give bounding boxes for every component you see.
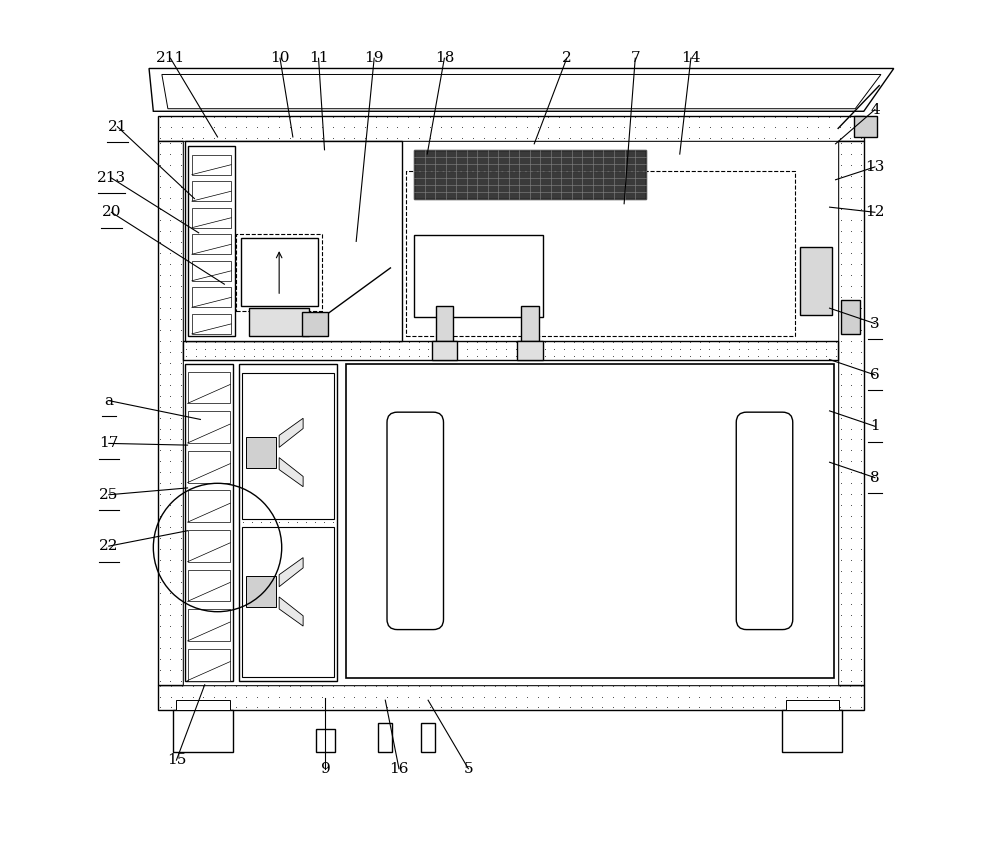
Bar (188, 570, 230, 601)
Bar (158, 141, 183, 685)
Bar (192, 288, 231, 307)
Bar (188, 372, 230, 403)
Text: 7: 7 (630, 51, 640, 65)
FancyBboxPatch shape (387, 413, 444, 630)
Text: 14: 14 (681, 51, 701, 65)
Bar (242, 527, 334, 677)
Bar (406, 171, 795, 336)
Bar (192, 181, 231, 201)
Bar (185, 141, 402, 341)
Text: 25: 25 (99, 488, 118, 502)
Polygon shape (162, 74, 881, 109)
Polygon shape (279, 419, 303, 448)
Text: 10: 10 (270, 51, 290, 65)
Text: 18: 18 (435, 51, 454, 65)
Bar (782, 710, 842, 752)
Bar (188, 451, 230, 483)
Bar (517, 341, 543, 360)
Bar (414, 150, 646, 199)
Bar (176, 700, 230, 710)
Polygon shape (279, 557, 303, 586)
Bar (188, 490, 230, 522)
Bar (841, 300, 860, 334)
Bar (236, 234, 322, 311)
Bar (800, 247, 832, 315)
Bar (192, 155, 231, 175)
Bar (346, 364, 834, 678)
Text: 20: 20 (102, 205, 121, 219)
Bar (854, 116, 877, 137)
Bar (183, 341, 838, 360)
Bar (241, 238, 318, 306)
Bar (414, 235, 543, 317)
FancyBboxPatch shape (736, 413, 793, 630)
Text: 5: 5 (464, 762, 473, 776)
Text: 2: 2 (562, 51, 572, 65)
Bar (521, 306, 539, 341)
Bar (158, 116, 864, 141)
Bar (786, 700, 839, 710)
Bar (158, 685, 864, 710)
Text: a: a (104, 394, 113, 407)
Bar (246, 576, 276, 607)
Polygon shape (149, 68, 894, 111)
Bar (183, 141, 838, 685)
Bar (432, 341, 457, 360)
Text: 8: 8 (870, 471, 880, 484)
Bar (173, 710, 233, 752)
Text: 15: 15 (167, 753, 186, 767)
Bar (316, 729, 335, 752)
Bar (239, 364, 337, 681)
Text: 16: 16 (389, 762, 409, 776)
Bar (838, 141, 864, 685)
Bar (246, 437, 276, 468)
Bar (421, 722, 435, 752)
Text: 17: 17 (99, 437, 118, 450)
Bar (185, 364, 233, 681)
Bar (241, 515, 336, 531)
Text: 4: 4 (870, 103, 880, 116)
Bar (378, 722, 392, 752)
Text: 21: 21 (108, 120, 127, 134)
Text: 12: 12 (865, 205, 885, 219)
Text: 1: 1 (870, 419, 880, 433)
Bar (192, 314, 231, 334)
Text: 211: 211 (156, 51, 185, 65)
Bar (242, 373, 334, 519)
Text: 6: 6 (870, 368, 880, 382)
Text: 13: 13 (865, 160, 885, 174)
Text: 213: 213 (97, 171, 126, 185)
Bar (188, 412, 230, 443)
Bar (188, 609, 230, 641)
Text: 11: 11 (309, 51, 328, 65)
Bar (192, 261, 231, 281)
Polygon shape (279, 458, 303, 487)
Bar (192, 235, 231, 254)
Bar (302, 312, 328, 336)
Text: 9: 9 (321, 762, 330, 776)
Text: 22: 22 (99, 539, 119, 553)
Bar (188, 146, 235, 336)
Bar (436, 306, 453, 341)
Text: 3: 3 (870, 317, 880, 330)
Bar (249, 308, 309, 336)
Polygon shape (279, 597, 303, 626)
Bar (192, 208, 231, 228)
Bar (188, 649, 230, 681)
Text: 19: 19 (364, 51, 384, 65)
Bar (188, 530, 230, 562)
